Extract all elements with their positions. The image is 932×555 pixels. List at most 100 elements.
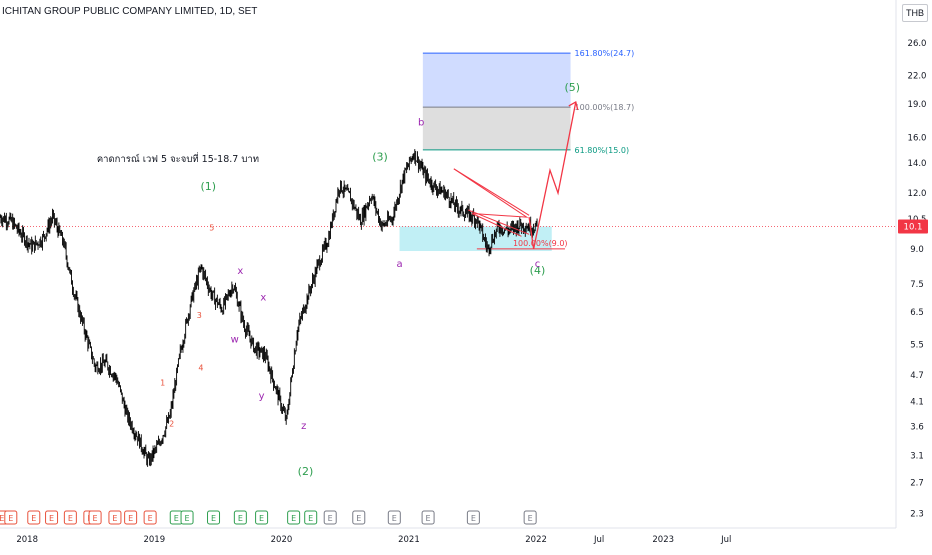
forecast-path [528,101,577,249]
candles-group [0,149,538,467]
time-tick-5: Jul [593,535,604,545]
event-marker-box-4 [63,510,77,525]
event-marker-0: E [0,514,4,523]
event-marker-11: E [185,514,190,523]
event-marker-box-20 [421,510,435,525]
event-marker-box-3 [45,510,59,525]
price-tick-10: 5.5 [910,340,924,350]
time-tick-7: Jul [720,535,731,545]
wave-label-8: 4 [198,364,203,373]
event-marker-box-16 [304,510,318,525]
triangle-lower [467,209,530,235]
price-tick-12: 4.1 [910,397,924,407]
price-tick-8: 7.5 [910,280,924,290]
price-tick-11: 4.7 [910,371,924,381]
event-marker-box-17 [323,510,337,525]
event-marker-box-21 [466,510,480,525]
wave-label-14: z [301,421,306,432]
event-marker-19: E [392,514,397,523]
event-marker-21: E [471,514,476,523]
event-marker-box-2 [27,510,41,525]
event-marker-16: E [308,514,313,523]
event-marker-box-6 [88,510,102,525]
forecast-annotation: คาดการณ์ เวฟ 5 จะจบที่ 15-18.7 บาท [97,152,259,165]
currency-badge[interactable]: THB [902,4,928,22]
event-marker-box-22 [523,510,537,525]
wave-label-17: c [535,259,541,270]
last-price-badge [898,219,928,234]
event-marker-box-9 [143,510,157,525]
wave-label-0: (1) [201,180,217,193]
event-marker-22: E [528,514,533,523]
event-marker-17: E [328,514,333,523]
event-marker-box-14 [255,510,269,525]
event-marker-1: E [8,514,13,523]
event-marker-box-7 [108,510,122,525]
wave-label-13: x [260,292,266,303]
price-tick-5: 12.0 [908,189,927,199]
wave-label-6: 2 [169,420,174,429]
price-tick-13: 3.6 [910,423,924,433]
price-tick-7: 9.0 [910,245,924,255]
event-marker-2: E [31,514,36,523]
price-tick-14: 3.1 [910,452,924,462]
time-tick-0: 2018 [16,535,38,545]
event-marker-box-18 [352,510,366,525]
wave-label-15: a [396,259,402,270]
forecast-arrowhead [568,100,579,111]
last-price-label: 10.1 [904,223,923,233]
event-marker-7: E [112,514,117,523]
event-marker-3: E [49,514,54,523]
wave-label-9: 5 [209,223,214,232]
wave-label-16: b [418,118,424,129]
event-marker-14: E [259,514,264,523]
event-marker-12: E [211,514,216,523]
triangle-channel [453,168,529,237]
wave-label-10: w [231,335,239,346]
price-tick-1: 22.0 [908,72,927,82]
fib-label-2: 61.80%(15.0) [575,146,630,155]
event-marker-box-11 [180,510,194,525]
price-tick-0: 26.0 [908,39,927,49]
event-marker-box-12 [207,510,221,525]
price-tick-3: 16.0 [908,133,927,143]
event-marker-box-15 [287,510,301,525]
event-marker-box-19 [387,510,401,525]
time-tick-6: 2023 [652,535,674,545]
chart-title: ICHITAN GROUP PUBLIC COMPANY LIMITED, 1D… [2,6,258,17]
time-tick-1: 2019 [143,535,165,545]
triangle-upper [453,168,530,216]
price-tick-15: 2.7 [910,478,924,488]
time-tick-4: 2022 [525,535,547,545]
wave-label-1: (2) [298,465,314,478]
event-marker-15: E [291,514,296,523]
wave-label-11: x [237,266,243,277]
event-marker-box-13 [233,510,247,525]
time-tick-2: 2020 [271,535,293,545]
event-marker-9: E [148,514,153,523]
fib-zone-mid [422,107,571,150]
fib-label-3: 100.00%(9.0) [513,239,568,248]
price-tick-9: 6.5 [910,308,924,318]
event-marker-box-1 [4,510,18,525]
event-marker-18: E [356,514,361,523]
event-marker-6: E [93,514,98,523]
price-tick-16: 2.3 [910,509,924,519]
fib-zone-upper [422,53,571,108]
price-tick-2: 19.0 [908,100,927,110]
event-marker-13: E [238,514,243,523]
time-tick-3: 2021 [398,535,420,545]
event-marker-box-8 [124,510,138,525]
wave-label-2: (3) [372,150,388,163]
fib-label-0: 161.80%(24.7) [575,49,635,58]
wave-label-4: (5) [565,81,581,94]
wave-label-7: 3 [197,311,202,320]
wave-label-3: (4) [530,264,546,277]
fib-label-1: 100.00%(18.7) [575,103,635,112]
price-tick-4: 14.0 [908,159,927,169]
wave-label-12: y [259,391,265,402]
wave-label-5: 1 [160,378,165,387]
event-marker-8: E [128,514,133,523]
